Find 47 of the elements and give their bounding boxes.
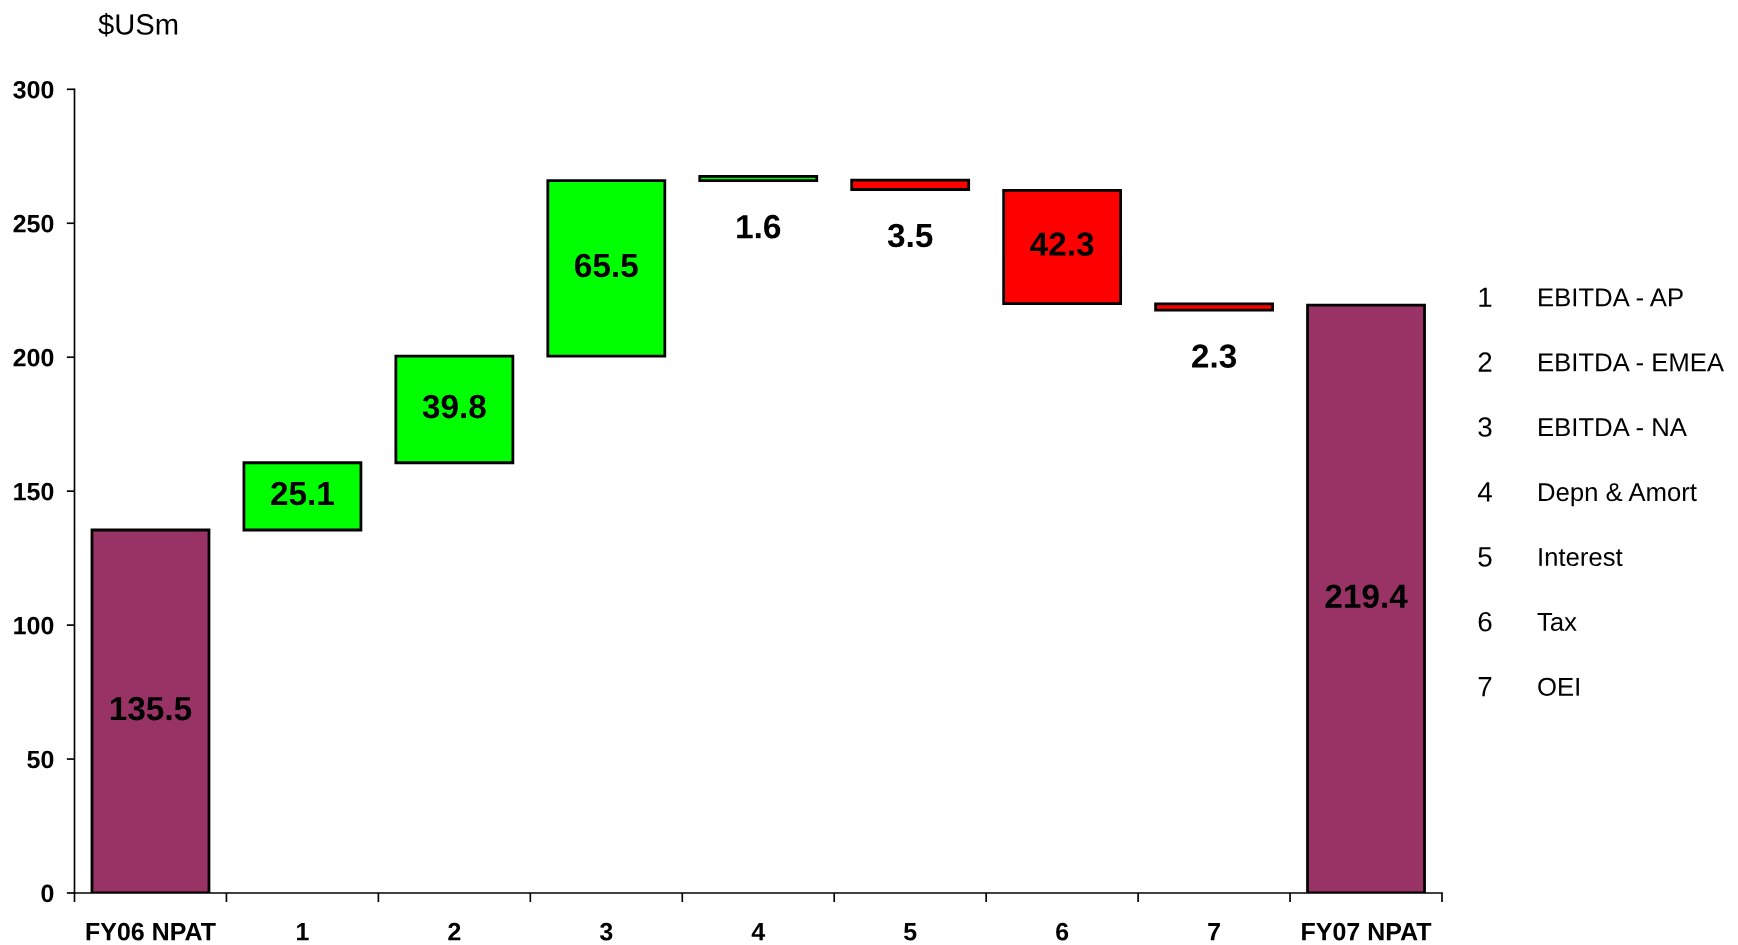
text: Interest bbox=[1539, 548, 1623, 567]
x-tick-label: FY07 NPAT bbox=[1302, 922, 1432, 941]
data-label: 2.3 bbox=[1192, 344, 1237, 368]
data-label: 3.5 bbox=[887, 223, 933, 248]
bar bbox=[850, 178, 971, 191]
data-label: 1.6 bbox=[737, 214, 781, 239]
x-tick-label: 3 bbox=[599, 922, 613, 941]
x-tick-label: 7 bbox=[1208, 923, 1220, 941]
y-tick-label: 100 bbox=[14, 616, 54, 635]
x-tick-label: 2 bbox=[448, 922, 461, 941]
text: EBITDA - EMEA bbox=[1539, 353, 1724, 372]
bar bbox=[698, 174, 819, 183]
x-tick-label: 5 bbox=[904, 923, 917, 941]
bar bbox=[394, 354, 515, 465]
x-tick-label: FY06 NPAT bbox=[86, 922, 216, 941]
text: Depn & Amort bbox=[1539, 483, 1697, 507]
data-label: 39.8 bbox=[422, 394, 486, 419]
x-tick-label: 6 bbox=[1056, 922, 1069, 941]
data-label: 65.5 bbox=[575, 253, 638, 278]
y-tick-label: 250 bbox=[13, 214, 54, 233]
y-tick-label: 150 bbox=[14, 482, 54, 501]
y-axis-title: $USm bbox=[98, 12, 178, 37]
bar bbox=[242, 461, 363, 532]
y-tick-label: 200 bbox=[13, 348, 54, 367]
bar bbox=[546, 179, 667, 358]
data-label: 135.5 bbox=[110, 696, 192, 721]
text: 7 bbox=[1478, 677, 1492, 697]
data-label: 219.4 bbox=[1325, 584, 1408, 609]
x-tick-label: 4 bbox=[751, 923, 766, 941]
text: 5 bbox=[1478, 547, 1492, 567]
bar bbox=[1002, 188, 1123, 306]
text: OEI bbox=[1538, 677, 1579, 696]
y-tick-label: 300 bbox=[13, 80, 54, 99]
text: 1 bbox=[1479, 287, 1492, 307]
text: EBITDA - NA bbox=[1539, 418, 1687, 437]
text: 6 bbox=[1478, 611, 1492, 632]
text: 3 bbox=[1478, 417, 1492, 437]
y-tick-label: 50 bbox=[27, 750, 54, 769]
bar bbox=[1154, 302, 1274, 312]
text: 4 bbox=[1477, 482, 1492, 502]
data-label: 42.3 bbox=[1030, 232, 1094, 256]
x-tick-label: 1 bbox=[297, 923, 309, 941]
text: 2 bbox=[1478, 352, 1492, 372]
y-tick-label: 0 bbox=[41, 884, 54, 903]
text: EBITDA - AP bbox=[1539, 288, 1683, 307]
data-label: 25.1 bbox=[271, 481, 334, 506]
text: Tax bbox=[1537, 613, 1577, 631]
